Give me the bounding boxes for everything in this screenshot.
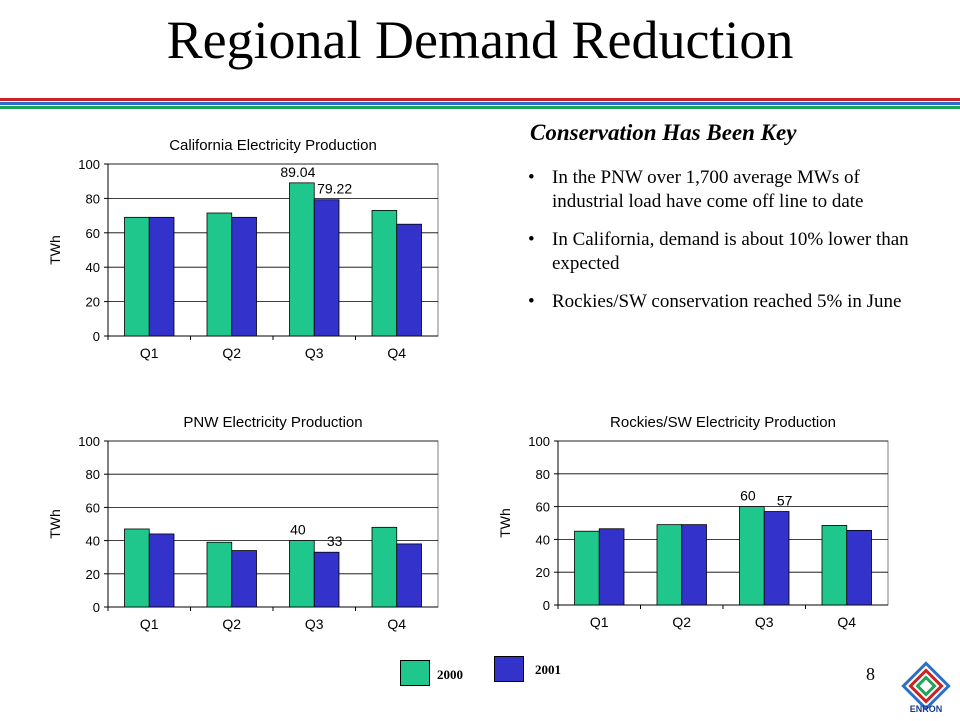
x-tick-label: Q3	[305, 616, 324, 632]
y-tick-label: 80	[86, 467, 100, 482]
header-rule-blue	[0, 102, 960, 105]
data-label: 89.04	[280, 164, 315, 180]
header-rule-red	[0, 98, 960, 101]
x-tick-label: Q2	[222, 345, 241, 361]
data-label: 40	[290, 522, 306, 538]
bar	[396, 543, 422, 608]
y-tick-label: 60	[536, 500, 550, 515]
bar	[371, 210, 398, 337]
y-tick-label: 0	[93, 329, 100, 344]
y-tick-label: 40	[536, 532, 550, 547]
bar	[371, 526, 398, 608]
y-tick-label: 60	[86, 500, 100, 515]
y-tick-label: 0	[93, 600, 100, 615]
y-axis-label: TWh	[497, 508, 513, 538]
enron-logo-text: ENRON	[910, 704, 943, 714]
bullet-dot-icon: •	[528, 229, 535, 250]
header-rule-green	[0, 106, 960, 109]
y-tick-label: 0	[543, 598, 550, 613]
x-tick-label: Q4	[387, 345, 406, 361]
bar	[289, 540, 315, 608]
bullet-item: • Rockies/SW conservation reached 5% in J…	[528, 290, 928, 314]
bar	[124, 216, 150, 337]
data-label: 57	[777, 493, 793, 509]
x-tick-label: Q4	[837, 614, 856, 630]
enron-logo: ENRON	[896, 656, 956, 721]
data-label: 33	[327, 533, 343, 549]
y-axis-label: TWh	[47, 509, 63, 539]
y-axis-label: TWh	[47, 235, 63, 265]
bar	[124, 528, 150, 608]
bar	[148, 533, 175, 608]
x-tick-label: Q3	[305, 345, 324, 361]
x-tick-label: Q4	[387, 616, 406, 632]
bar	[598, 528, 625, 606]
legend-label-2000: 2000	[437, 667, 463, 682]
y-tick-label: 20	[86, 295, 100, 310]
bullet-text: Rockies/SW conservation reached 5% in Ju…	[552, 291, 902, 312]
enron-logo-icon: ENRON	[901, 661, 951, 714]
bar	[821, 525, 848, 606]
bar	[206, 541, 233, 608]
slide-title: Regional Demand Reduction	[166, 10, 794, 70]
bar	[396, 223, 422, 337]
bullet-item: • In the PNW over 1,700 average MWs of in…	[528, 166, 928, 214]
y-tick-label: 80	[536, 467, 550, 482]
bar	[206, 212, 233, 337]
bullet-text: In California, demand is about 10% lower…	[552, 229, 909, 274]
chart-california: California Electricity Production 0 20 40 60…	[40, 128, 450, 378]
y-tick-label: 100	[78, 434, 100, 449]
bar	[148, 216, 175, 337]
chart-pnw: PNW Electricity Production 0 20 40 60 80 100 TW…	[40, 405, 450, 650]
page-number: 8	[866, 664, 875, 684]
bar	[846, 529, 872, 606]
x-tick-label: Q1	[140, 616, 159, 632]
y-tick-label: 80	[86, 191, 100, 206]
bar	[739, 506, 765, 606]
bullet-item: • In California, demand is about 10% lowe…	[528, 228, 928, 276]
legend-swatch-2001	[494, 656, 524, 682]
legend-label-2001: 2001	[535, 662, 561, 677]
data-label: 60	[740, 488, 756, 504]
legend-swatch-2000	[400, 660, 430, 686]
y-tick-label: 40	[86, 260, 100, 275]
bar	[681, 524, 707, 606]
bullet-dot-icon: •	[528, 167, 535, 188]
y-tick-label: 100	[78, 157, 100, 172]
x-tick-label: Q1	[590, 614, 609, 630]
chart-rockies-sw-svg: Rockies/SW Electricity Production 0 20 40 60…	[497, 414, 889, 630]
x-tick-label: Q1	[140, 345, 159, 361]
bar	[313, 551, 340, 608]
text-panel-heading: Conservation Has Been Key	[530, 120, 797, 145]
data-label: 79.22	[317, 181, 352, 197]
x-tick-label: Q2	[672, 614, 691, 630]
chart-title: California Electricity Production	[169, 137, 377, 154]
bar	[231, 550, 257, 608]
bar	[231, 216, 257, 337]
chart-pnw-svg: PNW Electricity Production 0 20 40 60 80 100 TW…	[47, 414, 439, 632]
chart-title: PNW Electricity Production	[183, 414, 362, 431]
bar	[656, 524, 683, 606]
y-tick-label: 40	[86, 534, 100, 549]
bar	[763, 511, 790, 606]
chart-title: Rockies/SW Electricity Production	[610, 414, 836, 431]
bullet-dot-icon: •	[528, 291, 535, 312]
y-tick-label: 20	[86, 567, 100, 582]
y-tick-label: 100	[528, 434, 550, 449]
chart-rockies-sw: Rockies/SW Electricity Production 0 20 40 60…	[490, 405, 900, 650]
bar	[574, 530, 600, 606]
y-tick-label: 20	[536, 565, 550, 580]
x-tick-label: Q3	[755, 614, 774, 630]
bullet-text: In the PNW over 1,700 average MWs of ind…	[552, 167, 864, 212]
bullet-list: • In the PNW over 1,700 average MWs of in…	[528, 166, 928, 328]
y-tick-label: 60	[86, 226, 100, 241]
x-tick-label: Q2	[222, 616, 241, 632]
chart-california-svg: California Electricity Production 0 20 40 60…	[47, 137, 439, 361]
bar	[289, 182, 315, 337]
bar	[313, 199, 340, 337]
